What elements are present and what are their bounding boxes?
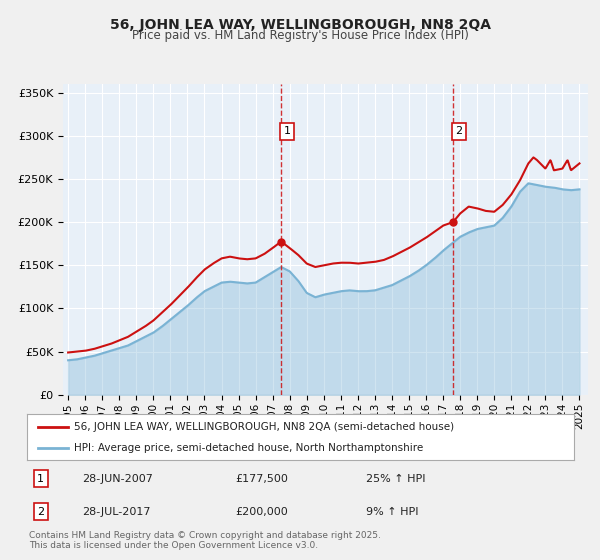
Text: 1: 1 [283,127,290,137]
Text: 28-JUN-2007: 28-JUN-2007 [82,474,152,484]
Text: 56, JOHN LEA WAY, WELLINGBOROUGH, NN8 2QA (semi-detached house): 56, JOHN LEA WAY, WELLINGBOROUGH, NN8 2Q… [74,422,454,432]
Text: 25% ↑ HPI: 25% ↑ HPI [366,474,426,484]
Text: 56, JOHN LEA WAY, WELLINGBOROUGH, NN8 2QA: 56, JOHN LEA WAY, WELLINGBOROUGH, NN8 2Q… [110,18,491,32]
Text: 28-JUL-2017: 28-JUL-2017 [82,507,150,517]
Text: 9% ↑ HPI: 9% ↑ HPI [366,507,419,517]
Text: Contains HM Land Registry data © Crown copyright and database right 2025.
This d: Contains HM Land Registry data © Crown c… [29,531,380,550]
Text: 2: 2 [455,127,463,137]
Text: Price paid vs. HM Land Registry's House Price Index (HPI): Price paid vs. HM Land Registry's House … [131,29,469,42]
Text: £200,000: £200,000 [235,507,287,517]
Text: 2: 2 [37,507,44,517]
Text: HPI: Average price, semi-detached house, North Northamptonshire: HPI: Average price, semi-detached house,… [74,443,423,453]
Text: £177,500: £177,500 [235,474,288,484]
Text: 1: 1 [37,474,44,484]
